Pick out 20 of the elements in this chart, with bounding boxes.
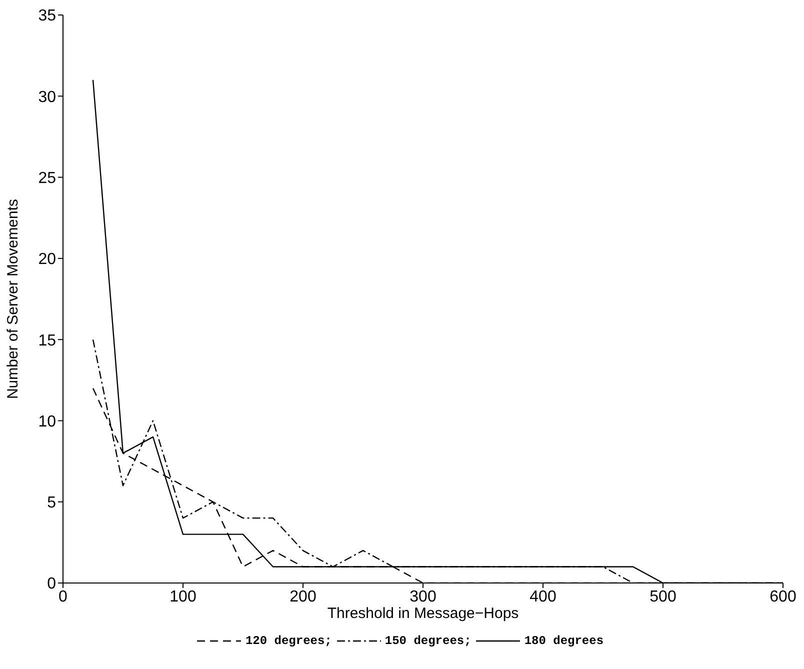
x-tick-label: 100	[170, 588, 196, 606]
y-axis-title: Number of Server Movements	[4, 198, 22, 400]
y-tick-label: 15	[38, 332, 56, 350]
x-tick-label: 300	[410, 588, 436, 606]
y-tick-label: 5	[47, 494, 56, 512]
x-tick-label: 0	[58, 588, 68, 606]
x-tick-label: 600	[770, 588, 796, 606]
y-tick-label: 10	[38, 413, 56, 430]
y-tick-label: 0	[47, 576, 56, 593]
legend-label: 180 degrees	[524, 634, 604, 648]
y-tick-label: 25	[38, 170, 56, 187]
y-tick-label: 30	[38, 88, 56, 106]
x-tick-label: 200	[290, 588, 316, 606]
legend-label: 150 degrees;	[384, 634, 472, 648]
x-tick-label: 400	[530, 588, 556, 606]
x-tick-label: 500	[650, 588, 676, 606]
legend-label: 120 degrees;	[245, 634, 332, 648]
y-tick-label: 20	[38, 251, 56, 268]
x-axis-title: Threshold in Message−Hops	[327, 605, 519, 622]
y-tick-label: 35	[38, 8, 56, 25]
